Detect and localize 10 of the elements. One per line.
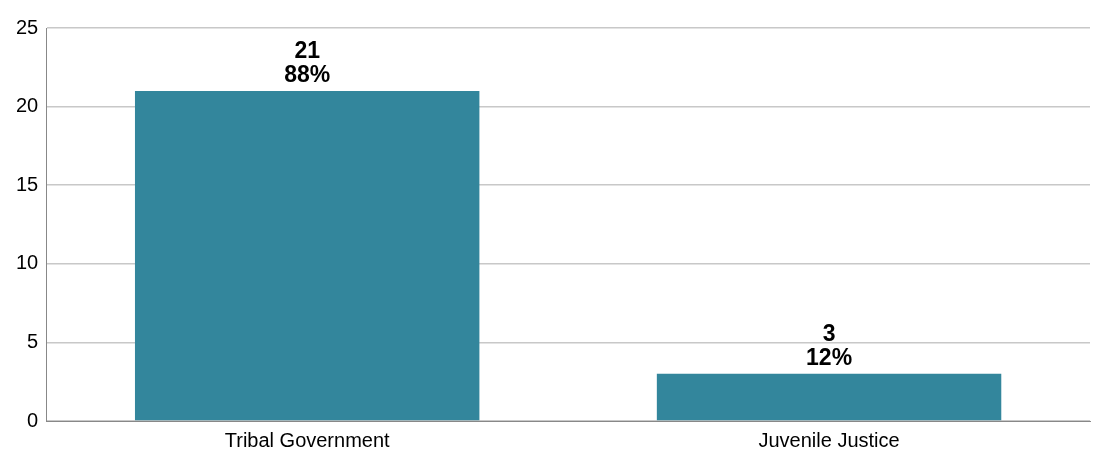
y-tick-label: 10 (16, 251, 39, 274)
y-tick-label: 5 (27, 329, 39, 352)
y-tick-label: 0 (27, 408, 39, 431)
x-tick-label: Tribal Government (224, 428, 391, 451)
x-tick-label: Juvenile Justice (758, 428, 900, 451)
data-label: 21 88% (284, 36, 331, 87)
y-tick-label: 20 (16, 94, 39, 117)
y-tick-label: 15 (16, 172, 39, 195)
y-tick-label: 25 (16, 15, 39, 38)
data-label: 3 12% (806, 319, 853, 370)
